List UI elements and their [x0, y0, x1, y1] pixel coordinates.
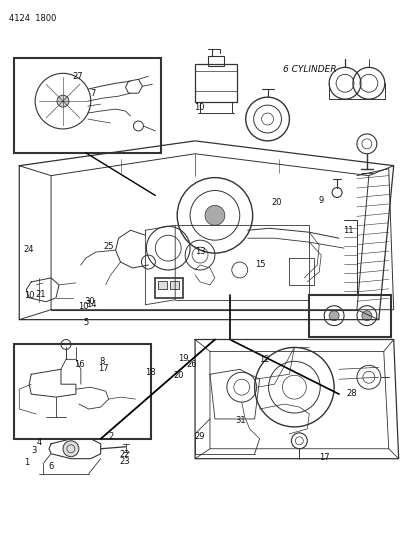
Text: 13: 13 [195, 247, 205, 256]
Bar [14, 59, 161, 153]
Bar [14, 344, 151, 439]
Text: 23: 23 [120, 457, 130, 466]
Text: 10: 10 [78, 302, 89, 311]
Text: 31: 31 [235, 416, 246, 424]
Text: 4124  1800: 4124 1800 [9, 14, 57, 23]
Text: 26: 26 [186, 360, 197, 369]
Bar [155, 278, 183, 298]
Bar [158, 281, 167, 289]
Text: 19: 19 [178, 353, 189, 362]
Circle shape [205, 205, 225, 225]
Text: 2: 2 [108, 432, 113, 441]
Text: 4: 4 [36, 438, 42, 447]
Circle shape [63, 441, 79, 457]
Bar [170, 281, 179, 289]
Text: 8: 8 [99, 357, 104, 366]
Text: 21: 21 [36, 290, 47, 299]
Text: 16: 16 [74, 360, 84, 369]
Text: 27: 27 [72, 72, 83, 82]
Bar [208, 56, 224, 67]
Circle shape [362, 311, 372, 321]
Text: 20: 20 [272, 198, 282, 207]
Text: 3: 3 [31, 446, 36, 455]
Text: 12: 12 [259, 355, 269, 364]
Text: 20: 20 [174, 371, 184, 380]
Text: 17: 17 [319, 453, 329, 462]
Text: 10: 10 [24, 291, 35, 300]
Text: 6: 6 [48, 462, 53, 471]
Circle shape [57, 95, 69, 107]
Text: 5: 5 [84, 318, 89, 327]
Text: 18: 18 [145, 368, 156, 377]
Text: 9: 9 [319, 196, 324, 205]
Text: 11: 11 [343, 226, 353, 235]
Text: 17: 17 [98, 364, 109, 373]
Text: 29: 29 [195, 432, 205, 441]
Text: 14: 14 [86, 300, 97, 309]
Circle shape [329, 311, 339, 321]
Text: 10: 10 [194, 103, 204, 112]
Bar [195, 64, 237, 102]
Text: 1: 1 [24, 458, 29, 467]
Text: 30: 30 [84, 297, 95, 306]
Text: 7: 7 [90, 90, 95, 99]
Bar [309, 295, 391, 336]
Text: 24: 24 [24, 245, 34, 254]
Text: 25: 25 [104, 242, 114, 251]
Text: 22: 22 [120, 450, 130, 459]
Text: 28: 28 [346, 389, 357, 398]
Text: 15: 15 [255, 261, 265, 269]
Text: 6 CYLINDER: 6 CYLINDER [283, 65, 336, 74]
